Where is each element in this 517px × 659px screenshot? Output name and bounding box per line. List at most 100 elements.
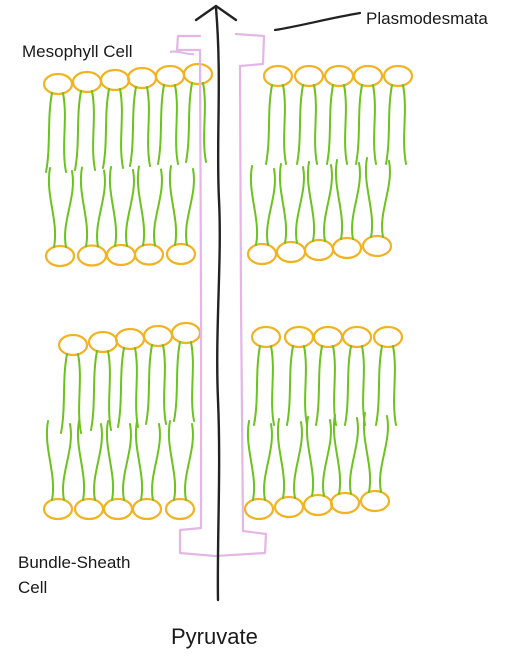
meso-left-top-tail xyxy=(91,90,96,171)
meso-right-top-head xyxy=(352,64,384,88)
meso-right-bottom-tail xyxy=(295,166,305,244)
meso-right-bottom-tail xyxy=(364,157,374,238)
meso-right-top-tail xyxy=(372,84,377,165)
meso-left-bottom-tail xyxy=(136,165,146,247)
transport-arrow xyxy=(214,6,221,602)
meso-right-top-tail xyxy=(355,84,363,165)
arrow-head xyxy=(194,4,238,22)
meso-right-top-head xyxy=(262,64,294,88)
meso-right-bottom-tail xyxy=(278,163,288,244)
bundle-right-bottom-tail xyxy=(305,416,315,497)
meso-right-bottom-tail xyxy=(351,162,361,240)
bundle-left-top-head xyxy=(87,330,119,354)
bundle-left-top-tail xyxy=(145,344,153,425)
bundle-left-top-head xyxy=(57,333,89,357)
meso-left-top-head xyxy=(99,68,131,92)
bundle-right-top-head xyxy=(283,325,315,349)
bundle-right-bottom-tail xyxy=(276,418,286,499)
bundle-sheath-label-line1: Bundle-Sheath xyxy=(18,553,131,572)
plasmodesmata-pointer-line xyxy=(273,11,362,32)
bundle-right-bottom-tail xyxy=(293,421,303,499)
meso-left-top-tail xyxy=(45,92,53,173)
meso-left-top-tail xyxy=(119,88,124,169)
bundle-left-top-tail xyxy=(90,350,98,431)
meso-left-top-tail xyxy=(157,84,165,165)
bundle-left-top-tail xyxy=(107,350,112,431)
meso-left-bottom-tail xyxy=(96,169,106,248)
bundle-right-bottom-tail xyxy=(379,415,389,493)
bundle-right-bottom-head xyxy=(329,491,361,515)
meso-left-bottom-tail xyxy=(168,165,178,246)
meso-right-bottom-tail xyxy=(266,168,276,246)
meso-left-bottom-head xyxy=(44,244,76,268)
meso-right-top-tail xyxy=(326,84,334,165)
meso-left-bottom-tail xyxy=(153,168,163,247)
mesophyll-cell-label: Mesophyll Cell xyxy=(22,42,133,61)
bundle-right-bottom-tail xyxy=(263,423,273,501)
bundle-left-top-head xyxy=(114,327,146,351)
bundle-left-bottom-tail xyxy=(62,423,72,501)
meso-right-bottom-head xyxy=(275,240,307,264)
bundle-right-bottom-head xyxy=(359,489,391,513)
bundle-right-top-tail xyxy=(286,345,294,426)
meso-left-top-head xyxy=(71,70,103,94)
meso-left-bottom-head xyxy=(105,243,137,267)
bundle-left-top-tail xyxy=(190,341,195,422)
lipid-bilayers xyxy=(42,62,414,521)
meso-right-top-tail xyxy=(282,84,287,165)
meso-right-bottom-head xyxy=(361,234,393,258)
meso-right-bottom-tail xyxy=(381,160,391,238)
bundle-left-bottom-tail xyxy=(184,423,194,501)
meso-left-top-tail xyxy=(74,90,82,171)
meso-right-top-tail xyxy=(343,84,348,165)
bundle-left-bottom-tail xyxy=(93,423,103,501)
bundle-left-top-tail xyxy=(162,344,167,425)
meso-left-top-tail xyxy=(174,84,179,165)
bundle-right-top-head xyxy=(250,325,282,349)
meso-left-top-tail xyxy=(129,86,137,167)
bundle-sheath-label-line2: Cell xyxy=(18,578,48,597)
bundle-left-top-tail xyxy=(60,353,68,434)
pyruvate-label: Pyruvate xyxy=(171,624,258,649)
meso-left-bottom-tail xyxy=(47,167,57,248)
meso-right-top-tail xyxy=(296,84,304,165)
meso-right-bottom-head xyxy=(331,236,363,260)
bundle-right-top-head xyxy=(341,325,373,349)
meso-right-bottom-tail xyxy=(249,165,259,246)
bundle-left-bottom-tail xyxy=(45,420,55,501)
bundle-left-bottom-head xyxy=(131,497,163,521)
meso-left-bottom-head xyxy=(165,242,197,266)
bundle-left-top-tail xyxy=(173,341,181,422)
bundle-sheath-cell-label: Bundle-Sheath Cell xyxy=(18,550,130,600)
bundle-left-top-head xyxy=(142,324,174,348)
meso-left-bottom-tail xyxy=(79,166,89,248)
meso-left-top-tail xyxy=(62,92,67,173)
bundle-right-bottom-tail xyxy=(322,419,332,497)
bundle-right-bottom-tail xyxy=(349,417,359,495)
bundle-right-top-head xyxy=(372,325,404,349)
bundle-right-top-tail xyxy=(303,345,308,426)
meso-left-top-tail xyxy=(185,82,193,163)
bundle-right-top-tail xyxy=(270,345,275,426)
meso-right-bottom-head xyxy=(303,238,335,262)
bundle-left-bottom-tail xyxy=(76,420,86,501)
bundle-left-bottom-tail xyxy=(151,423,161,501)
meso-left-bottom-tail xyxy=(185,168,195,246)
meso-right-top-tail xyxy=(265,84,273,165)
meso-right-top-head xyxy=(293,64,325,88)
meso-left-bottom-tail xyxy=(125,169,135,247)
bundle-right-bottom-tail xyxy=(362,412,372,493)
bundle-right-bottom-head xyxy=(273,495,305,519)
meso-left-top-tail xyxy=(102,88,110,169)
bundle-right-bottom-head xyxy=(302,493,334,517)
meso-left-bottom-tail xyxy=(64,170,74,248)
meso-left-bottom-tail xyxy=(108,166,118,247)
meso-right-top-tail xyxy=(313,84,318,165)
bundle-right-top-tail xyxy=(375,345,383,426)
meso-left-top-head xyxy=(126,66,158,90)
bundle-left-bottom-head xyxy=(164,497,196,521)
meso-left-bottom-head xyxy=(76,244,108,267)
bundle-left-bottom-tail xyxy=(134,420,144,501)
bundle-right-bottom-head xyxy=(243,497,275,521)
